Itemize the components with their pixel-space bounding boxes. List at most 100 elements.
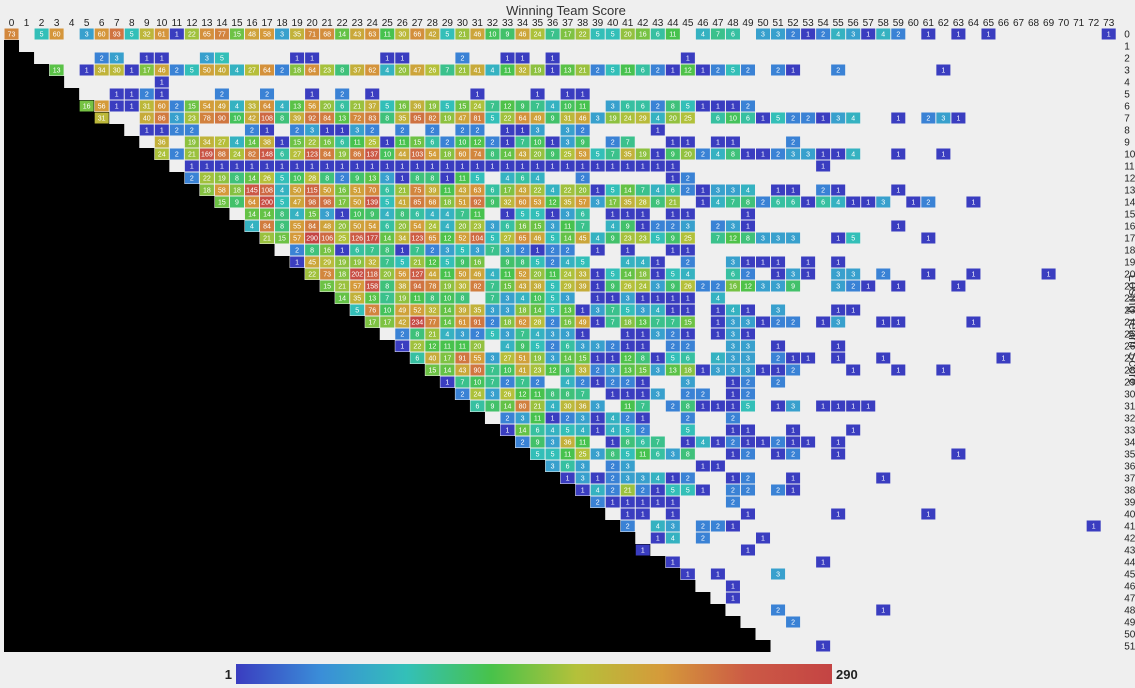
heatmap-cell bbox=[560, 400, 575, 412]
heatmap-cell bbox=[410, 112, 425, 124]
heatmap-cell bbox=[635, 400, 650, 412]
cell-value-label: 21 bbox=[459, 68, 467, 75]
heatmap-cell bbox=[425, 244, 440, 256]
heatmap-cell bbox=[725, 436, 740, 448]
cell-value-label: 2 bbox=[746, 104, 750, 111]
heatmap-cell bbox=[921, 196, 936, 208]
cell-value-label: 1 bbox=[671, 212, 675, 219]
cell-value-label: 3 bbox=[596, 200, 600, 207]
heatmap-cell bbox=[605, 292, 620, 304]
heatmap-cell bbox=[515, 184, 530, 196]
cell-value-label: 35 bbox=[398, 116, 406, 123]
heatmap-cell bbox=[695, 460, 710, 472]
cell-value-label: 1 bbox=[686, 248, 690, 255]
heatmap-cell bbox=[771, 256, 786, 268]
heatmap-cell bbox=[710, 520, 725, 532]
heatmap-cell bbox=[876, 268, 891, 280]
y-tick-label: 8 bbox=[1124, 126, 1130, 137]
cell-value-label: 5 bbox=[536, 344, 540, 351]
heatmap-cell bbox=[801, 256, 816, 268]
heatmap-cell bbox=[786, 196, 801, 208]
cell-value-label: 1 bbox=[806, 200, 810, 207]
y-tick-label: 25 bbox=[1124, 330, 1135, 341]
heatmap-cell bbox=[440, 64, 455, 76]
y-tick-label: 4 bbox=[1124, 78, 1130, 89]
cell-value-label: 14 bbox=[519, 428, 527, 435]
cell-value-label: 169 bbox=[201, 152, 213, 159]
heatmap-cell bbox=[410, 148, 425, 160]
heatmap-cell bbox=[620, 220, 635, 232]
heatmap-cell bbox=[650, 28, 665, 40]
cell-value-label: 3 bbox=[551, 440, 555, 447]
cell-value-label: 4 bbox=[836, 32, 840, 39]
cell-value-label: 24 bbox=[474, 392, 482, 399]
cell-value-label: 3 bbox=[596, 404, 600, 411]
heatmap-cell bbox=[515, 124, 530, 136]
cell-value-label: 8 bbox=[746, 200, 750, 207]
cell-value-label: 46 bbox=[519, 32, 527, 39]
heatmap-cell bbox=[590, 496, 605, 508]
heatmap-cell bbox=[515, 64, 530, 76]
heatmap-cell bbox=[635, 448, 650, 460]
cell-value-label: 10 bbox=[383, 308, 391, 315]
heatmap-cell bbox=[515, 52, 530, 64]
cell-value-label: 35 bbox=[474, 308, 482, 315]
heatmap-cell bbox=[725, 220, 740, 232]
heatmap-cell bbox=[275, 64, 290, 76]
cell-value-label: 9 bbox=[551, 116, 555, 123]
heatmap-cell bbox=[861, 28, 876, 40]
heatmap-cell bbox=[395, 268, 410, 280]
cell-value-label: 13 bbox=[564, 308, 572, 315]
heatmap-cell bbox=[515, 280, 530, 292]
cell-value-label: 14 bbox=[624, 272, 632, 279]
cell-value-label: 15 bbox=[459, 104, 467, 111]
heatmap-cell bbox=[184, 112, 199, 124]
heatmap-cell bbox=[560, 436, 575, 448]
heatmap-cell bbox=[290, 256, 305, 268]
heatmap-cell bbox=[801, 112, 816, 124]
cell-value-label: 1 bbox=[400, 176, 404, 183]
cell-value-label: 1 bbox=[641, 416, 645, 423]
cell-value-label: 14 bbox=[624, 188, 632, 195]
cell-value-label: 28 bbox=[534, 320, 542, 327]
cell-value-label: 1 bbox=[821, 152, 825, 159]
cell-value-label: 139 bbox=[366, 200, 378, 207]
heatmap-cell bbox=[560, 292, 575, 304]
cell-value-label: 5 bbox=[220, 56, 224, 63]
cell-value-label: 13 bbox=[624, 368, 632, 375]
heatmap-cell bbox=[169, 112, 184, 124]
cell-value-label: 3 bbox=[776, 572, 780, 579]
cell-value-label: 1 bbox=[626, 164, 630, 171]
cell-value-label: 65 bbox=[203, 32, 211, 39]
heatmap-cell bbox=[4, 28, 19, 40]
heatmap-cell bbox=[650, 256, 665, 268]
cell-value-label: 6 bbox=[415, 356, 419, 363]
cell-value-label: 3 bbox=[205, 56, 209, 63]
heatmap-cell bbox=[680, 364, 695, 376]
cell-value-label: 5 bbox=[626, 452, 630, 459]
cell-value-label: 3 bbox=[626, 476, 630, 483]
heatmap-cell bbox=[575, 400, 590, 412]
cell-value-label: 1 bbox=[265, 164, 269, 171]
heatmap-cell bbox=[305, 244, 320, 256]
cell-value-label: 4 bbox=[491, 272, 495, 279]
heatmap-cell bbox=[620, 208, 635, 220]
cell-value-label: 1 bbox=[716, 320, 720, 327]
heatmap-cell bbox=[545, 220, 560, 232]
heatmap-cell bbox=[500, 148, 515, 160]
cell-value-label: 10 bbox=[459, 140, 467, 147]
cell-value-label: 13 bbox=[669, 368, 677, 375]
cell-value-label: 1 bbox=[821, 404, 825, 411]
heatmap-cell bbox=[395, 160, 410, 172]
cell-value-label: 4 bbox=[445, 332, 449, 339]
heatmap-cell bbox=[560, 340, 575, 352]
cell-value-label: 2 bbox=[581, 380, 585, 387]
heatmap-cell bbox=[350, 232, 365, 244]
cell-value-label: 5 bbox=[130, 32, 134, 39]
cell-value-label: 9 bbox=[611, 236, 615, 243]
heatmap-cell bbox=[184, 28, 199, 40]
cell-value-label: 1 bbox=[776, 368, 780, 375]
cell-value-label: 1 bbox=[130, 104, 134, 111]
heatmap-cell bbox=[244, 184, 260, 196]
cell-value-label: 25 bbox=[338, 236, 346, 243]
